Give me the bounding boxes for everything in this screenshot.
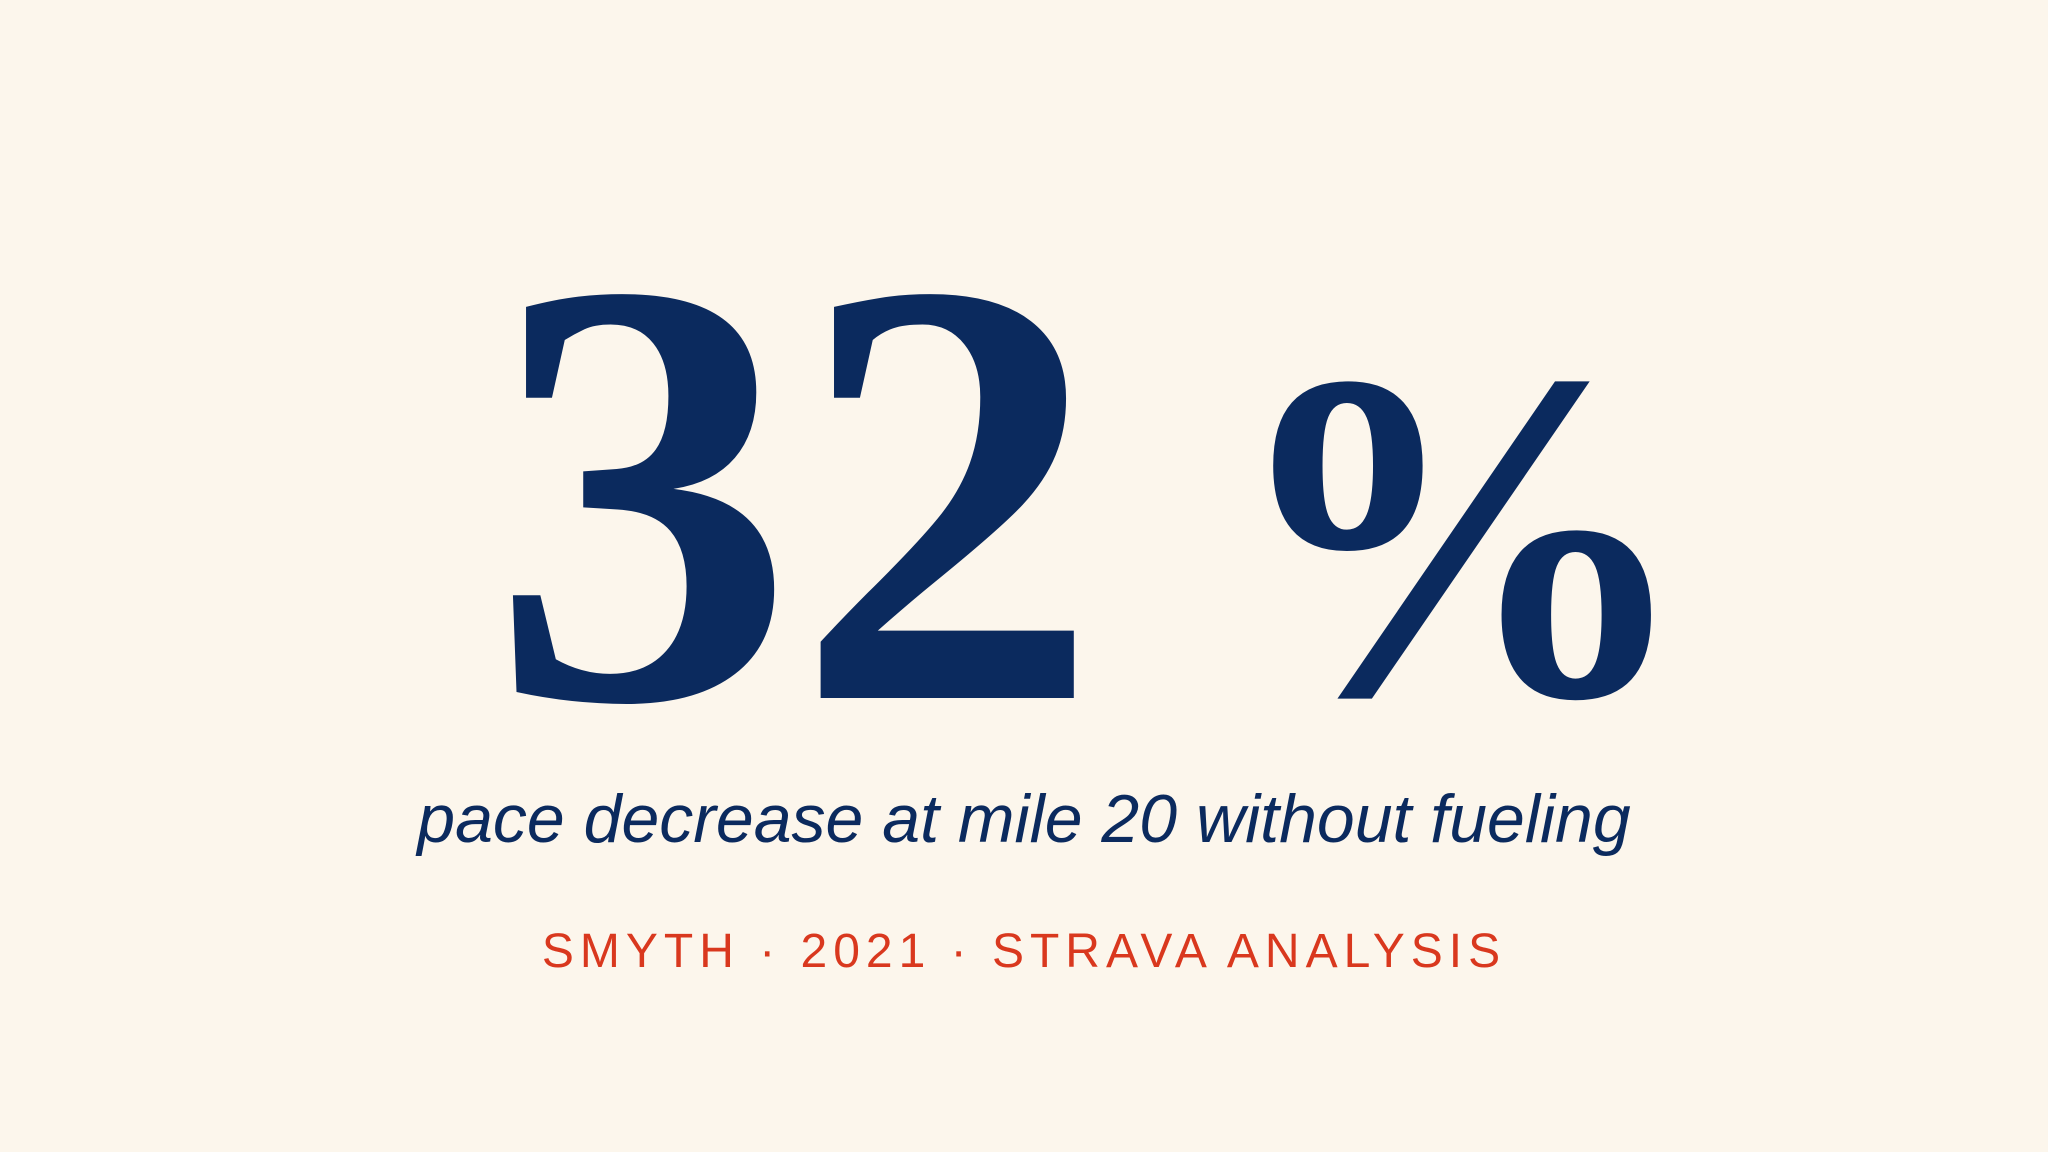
stat-value: 32 [490, 154, 1100, 830]
caption: pace decrease at mile 20 without fueling [415, 781, 1631, 857]
source: SMYTH · 2021 · STRAVA ANALYSIS [542, 925, 1506, 978]
stat-unit: % [1225, 275, 1695, 796]
